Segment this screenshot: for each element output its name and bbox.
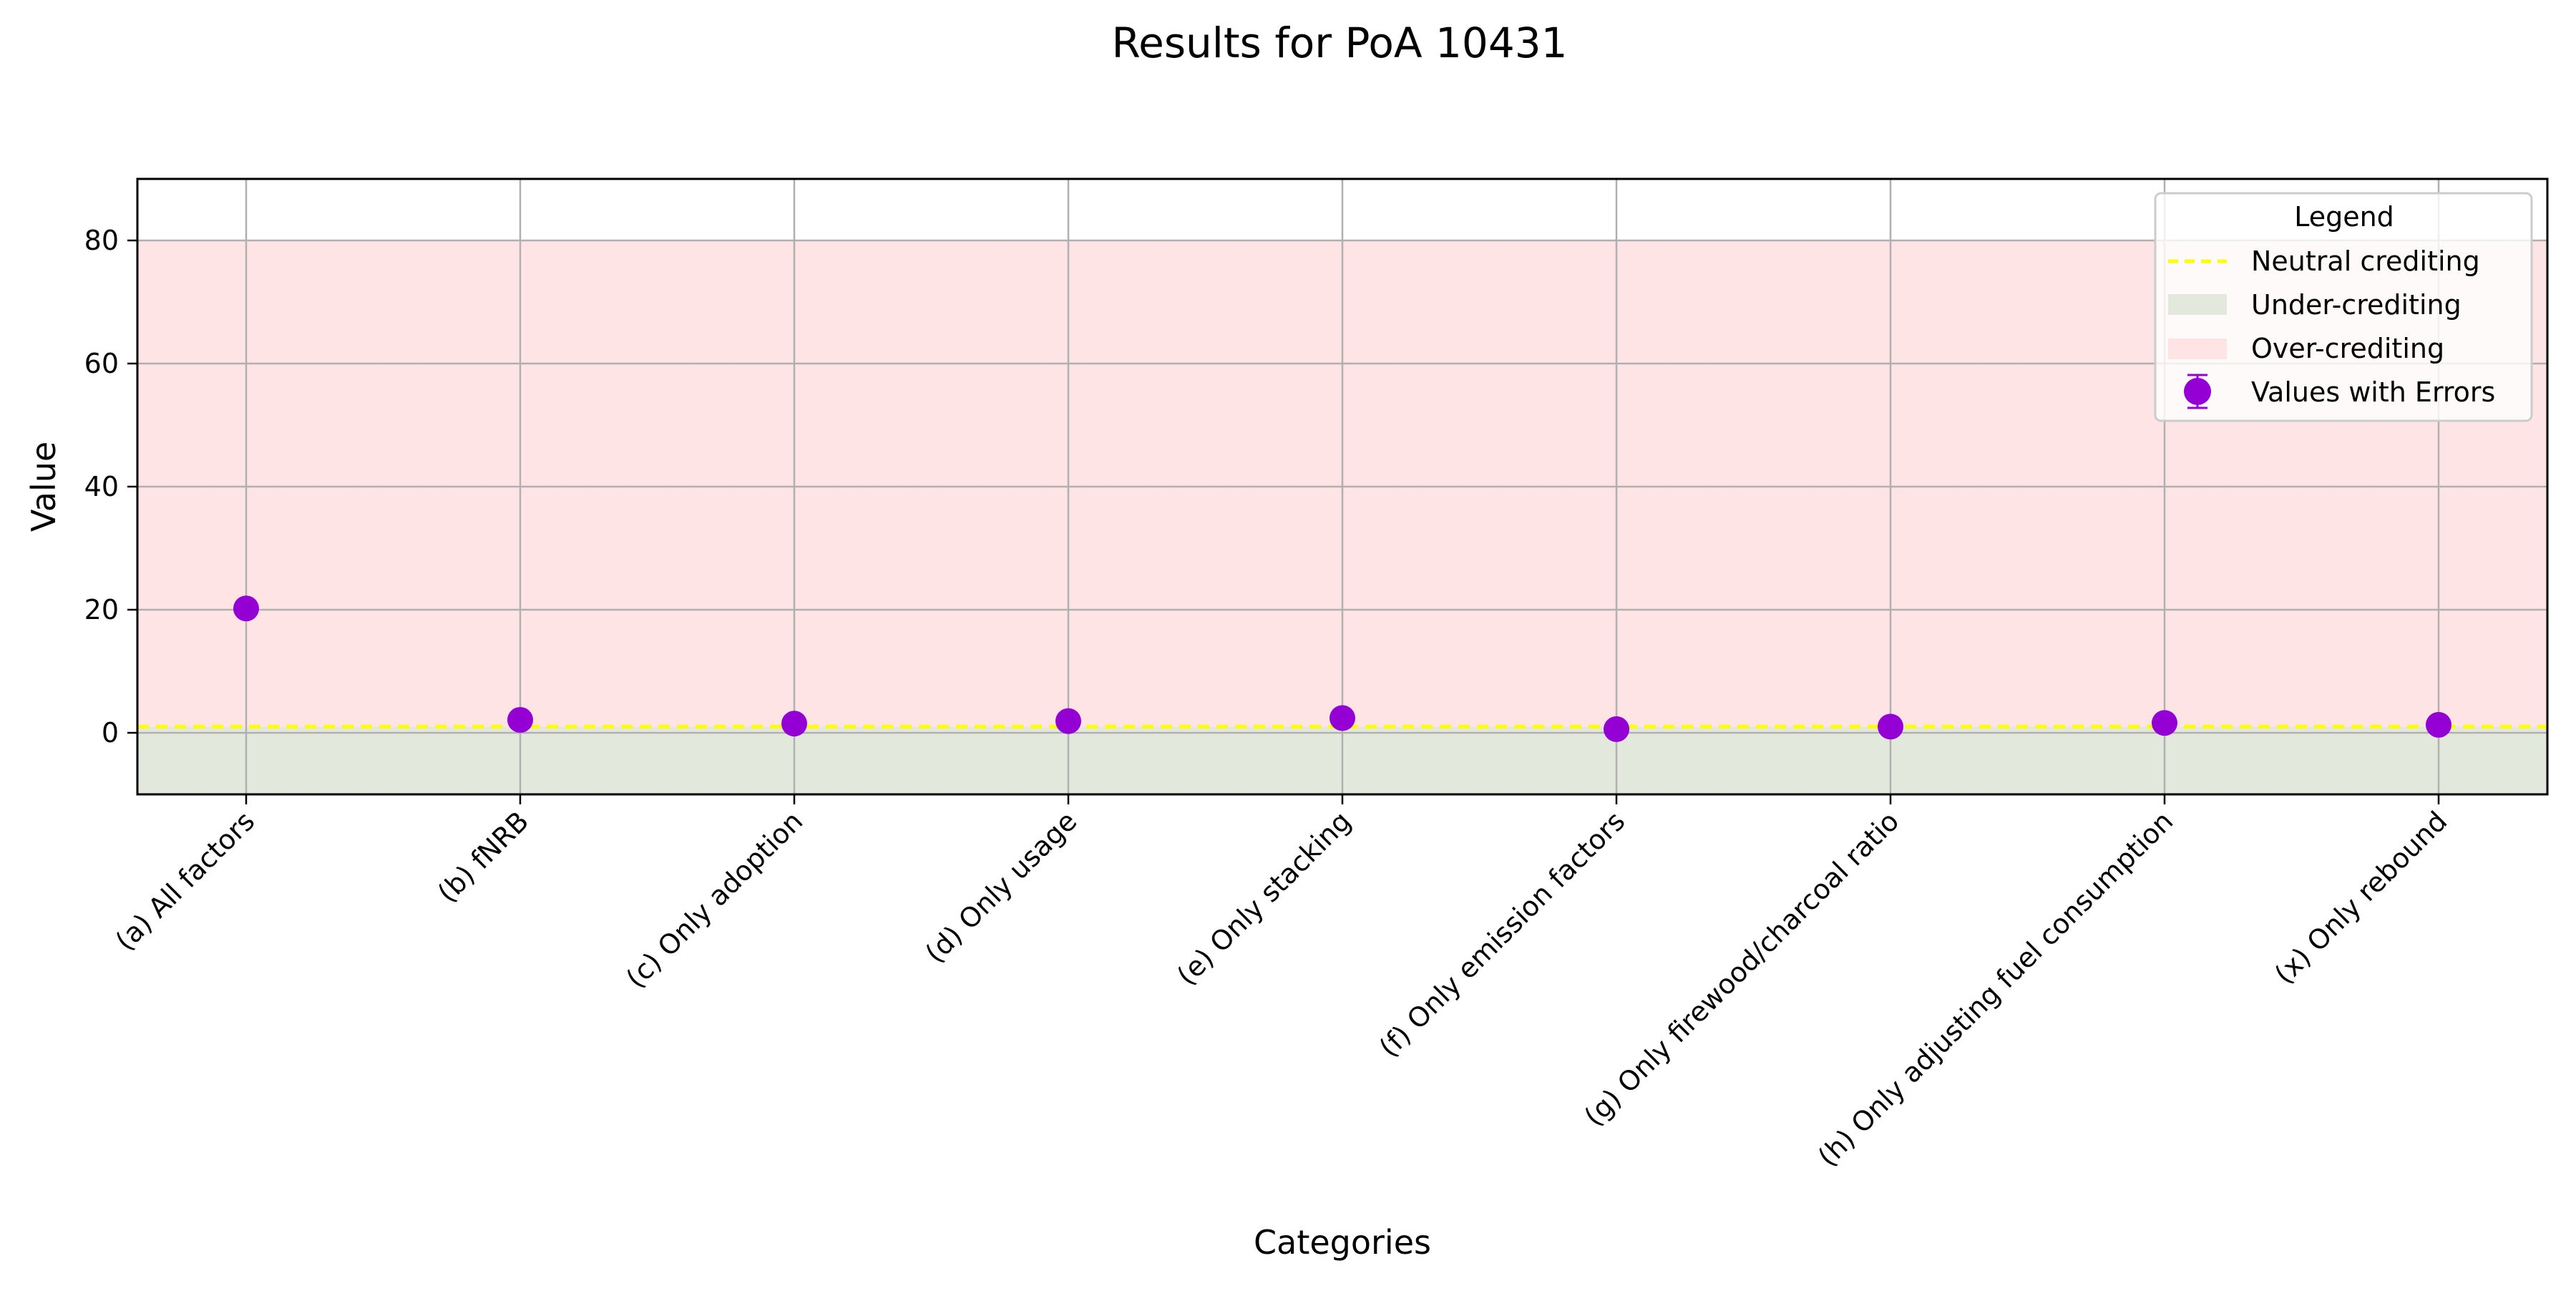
data-point bbox=[1604, 716, 1629, 742]
x-ticks: (a) All factors (b) fNRB (c) Only adoption… bbox=[109, 794, 2453, 1173]
data-point bbox=[1330, 705, 1355, 731]
data-point bbox=[781, 711, 807, 737]
legend-values-label: Values with Errors bbox=[2251, 376, 2495, 408]
data-point bbox=[2152, 710, 2177, 736]
x-tick-label: (d) Only usage bbox=[919, 805, 1083, 969]
data-point bbox=[507, 706, 533, 733]
y-ticks: 0 20 40 60 80 bbox=[84, 225, 137, 749]
x-tick-label: (g) Only firewood/charcoal ratio bbox=[1578, 805, 1905, 1132]
legend-neutral-label: Neutral crediting bbox=[2251, 245, 2480, 277]
x-tick-label: (f) Only emission factors bbox=[1373, 805, 1631, 1063]
y-tick-label: 60 bbox=[84, 348, 119, 379]
x-tick-label: (c) Only adoption bbox=[620, 805, 809, 994]
legend-under-label: Under-crediting bbox=[2251, 289, 2462, 321]
x-axis-label: Categories bbox=[1254, 1223, 1431, 1262]
data-point bbox=[1878, 713, 1903, 740]
legend-title: Legend bbox=[2294, 201, 2394, 233]
legend-over-swatch bbox=[2168, 338, 2227, 359]
y-tick-label: 40 bbox=[84, 471, 119, 502]
legend: Legend Neutral crediting Under-crediting… bbox=[2154, 192, 2533, 422]
chart-title: Results for PoA 10431 bbox=[1111, 19, 1567, 67]
legend-box bbox=[2154, 192, 2533, 422]
legend-under-swatch bbox=[2168, 294, 2227, 315]
y-axis-label: Value bbox=[24, 442, 63, 532]
data-point bbox=[1055, 708, 1081, 734]
y-tick-label: 80 bbox=[84, 225, 119, 256]
x-tick-label: (e) Only stacking bbox=[1171, 805, 1357, 991]
y-tick-label: 20 bbox=[84, 594, 119, 625]
data-point bbox=[233, 595, 259, 622]
y-tick-label: 0 bbox=[102, 717, 119, 749]
x-tick-label: (x) Only rebound bbox=[2268, 805, 2453, 990]
grid-layer bbox=[137, 179, 2547, 794]
x-tick-label: (b) fNRB bbox=[431, 805, 535, 908]
data-point bbox=[2426, 711, 2451, 738]
points-layer bbox=[233, 595, 2451, 742]
legend-marker-point bbox=[2184, 378, 2211, 405]
legend-over-label: Over-crediting bbox=[2251, 333, 2444, 364]
x-tick-label: (a) All factors bbox=[109, 805, 261, 957]
